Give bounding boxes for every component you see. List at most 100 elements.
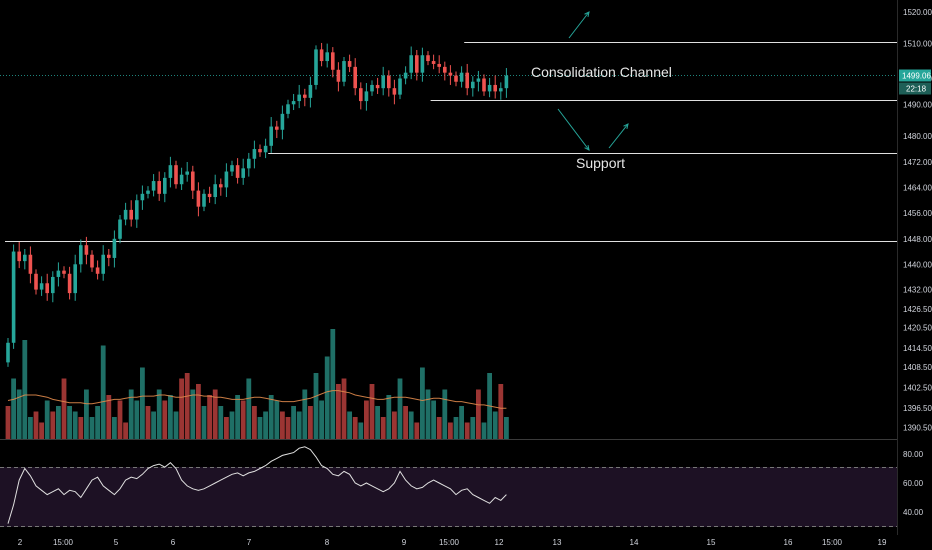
- candle-body: [297, 94, 301, 102]
- candle-body: [146, 190, 150, 194]
- arrow-up-top-head: [584, 11, 590, 17]
- volume-bar: [364, 400, 369, 439]
- volume-bar: [442, 389, 448, 439]
- volume-bar: [33, 411, 39, 439]
- volume-bar: [330, 329, 336, 439]
- rsi-tick-label: 60.00: [903, 479, 924, 488]
- volume-bar: [168, 395, 173, 439]
- price-tick-label: 1480.00: [903, 132, 932, 141]
- last-price-label: 1499.06: [902, 72, 931, 81]
- candle-body: [241, 168, 245, 178]
- volume-bar: [50, 411, 56, 439]
- volume-bar: [268, 395, 274, 439]
- volume-bar: [184, 373, 190, 439]
- candle-body: [62, 270, 66, 274]
- volume-bar: [347, 411, 352, 439]
- candle-body: [465, 72, 469, 89]
- volume-bar: [476, 389, 481, 439]
- volume-bar: [201, 406, 207, 439]
- volume-bar: [72, 411, 78, 439]
- arrow-down-support: [557, 108, 590, 151]
- price-tick-label: 1414.50: [903, 344, 932, 353]
- time-tick-label: 9: [402, 538, 407, 547]
- candle-body: [6, 342, 10, 363]
- candle-body: [415, 55, 419, 73]
- arrow-up-rebound-head: [623, 123, 629, 129]
- candle-body: [353, 66, 357, 89]
- volume-bar: [78, 417, 84, 439]
- time-tick-label: 15:00: [53, 538, 74, 547]
- candle-body: [459, 72, 464, 82]
- candle-body: [123, 209, 128, 220]
- time-tick-label: 5: [114, 538, 119, 547]
- volume-bar: [5, 406, 11, 439]
- time-tick-label: 13: [553, 538, 562, 547]
- candle-body: [336, 69, 341, 82]
- volume-bar: [336, 384, 341, 439]
- volume-bar: [207, 395, 212, 439]
- volume-bar: [190, 389, 196, 439]
- volume-bar: [61, 378, 67, 439]
- candle-body: [129, 209, 133, 220]
- volume-bar: [436, 417, 442, 439]
- time-tick-label: 15:00: [822, 538, 843, 547]
- candle-body: [174, 165, 178, 185]
- volume-bar: [280, 411, 285, 439]
- candle-body: [504, 75, 509, 89]
- volume-bar: [313, 373, 319, 439]
- last-price-tag: [899, 69, 931, 82]
- price-tick-label: 1464.00: [903, 183, 932, 192]
- candle-body: [398, 78, 402, 95]
- volume-bar: [196, 384, 201, 439]
- candle-body: [448, 72, 453, 76]
- volume-bar: [162, 400, 168, 439]
- candle-body: [168, 165, 173, 178]
- volume-bar: [481, 422, 487, 439]
- volume-bar: [296, 411, 302, 439]
- candle-body: [370, 84, 374, 92]
- volume-bar: [358, 422, 364, 439]
- candle-body: [118, 219, 122, 239]
- candle-body: [269, 126, 273, 146]
- rsi-tick-label: 40.00: [903, 508, 924, 517]
- volume-bar: [117, 400, 123, 439]
- candle-body: [163, 177, 167, 194]
- volume-bar: [106, 395, 112, 439]
- candle-body: [308, 84, 313, 98]
- price-tick-label: 1448.00: [903, 235, 932, 244]
- volume-bar: [145, 406, 151, 439]
- arrow-up-rebound: [608, 123, 629, 149]
- time-tick-label: 2: [18, 538, 23, 547]
- candle-body: [482, 78, 486, 92]
- volume-bar: [16, 389, 22, 439]
- volume-bar: [308, 406, 313, 439]
- candle-body: [493, 84, 497, 92]
- volume-bar: [44, 400, 50, 439]
- candle-body: [34, 273, 38, 290]
- price-tick-label: 1432.00: [903, 286, 932, 295]
- time-tick-label: 15: [707, 538, 716, 547]
- volume-bar: [134, 400, 140, 439]
- volume-bar: [173, 411, 179, 439]
- price-tick-label: 1408.50: [903, 363, 932, 372]
- candle-body: [437, 63, 441, 67]
- volume-bar: [414, 422, 420, 439]
- volume-bar: [56, 406, 61, 439]
- candle-body: [140, 193, 145, 201]
- volume-bar: [246, 378, 252, 439]
- candle-body: [230, 165, 234, 172]
- candle-body: [235, 165, 240, 178]
- candle-body: [392, 88, 397, 95]
- volume-bar: [420, 367, 425, 439]
- time-tick-label: 12: [495, 538, 504, 547]
- candle-body: [179, 174, 184, 185]
- price-tick-label: 1396.50: [903, 404, 932, 413]
- candle-body: [185, 171, 189, 175]
- price-tick-label: 1402.50: [903, 384, 932, 393]
- volume-bar: [380, 417, 386, 439]
- volume-bar: [140, 367, 145, 439]
- volume-bar: [39, 422, 44, 439]
- volume-bar: [28, 417, 33, 439]
